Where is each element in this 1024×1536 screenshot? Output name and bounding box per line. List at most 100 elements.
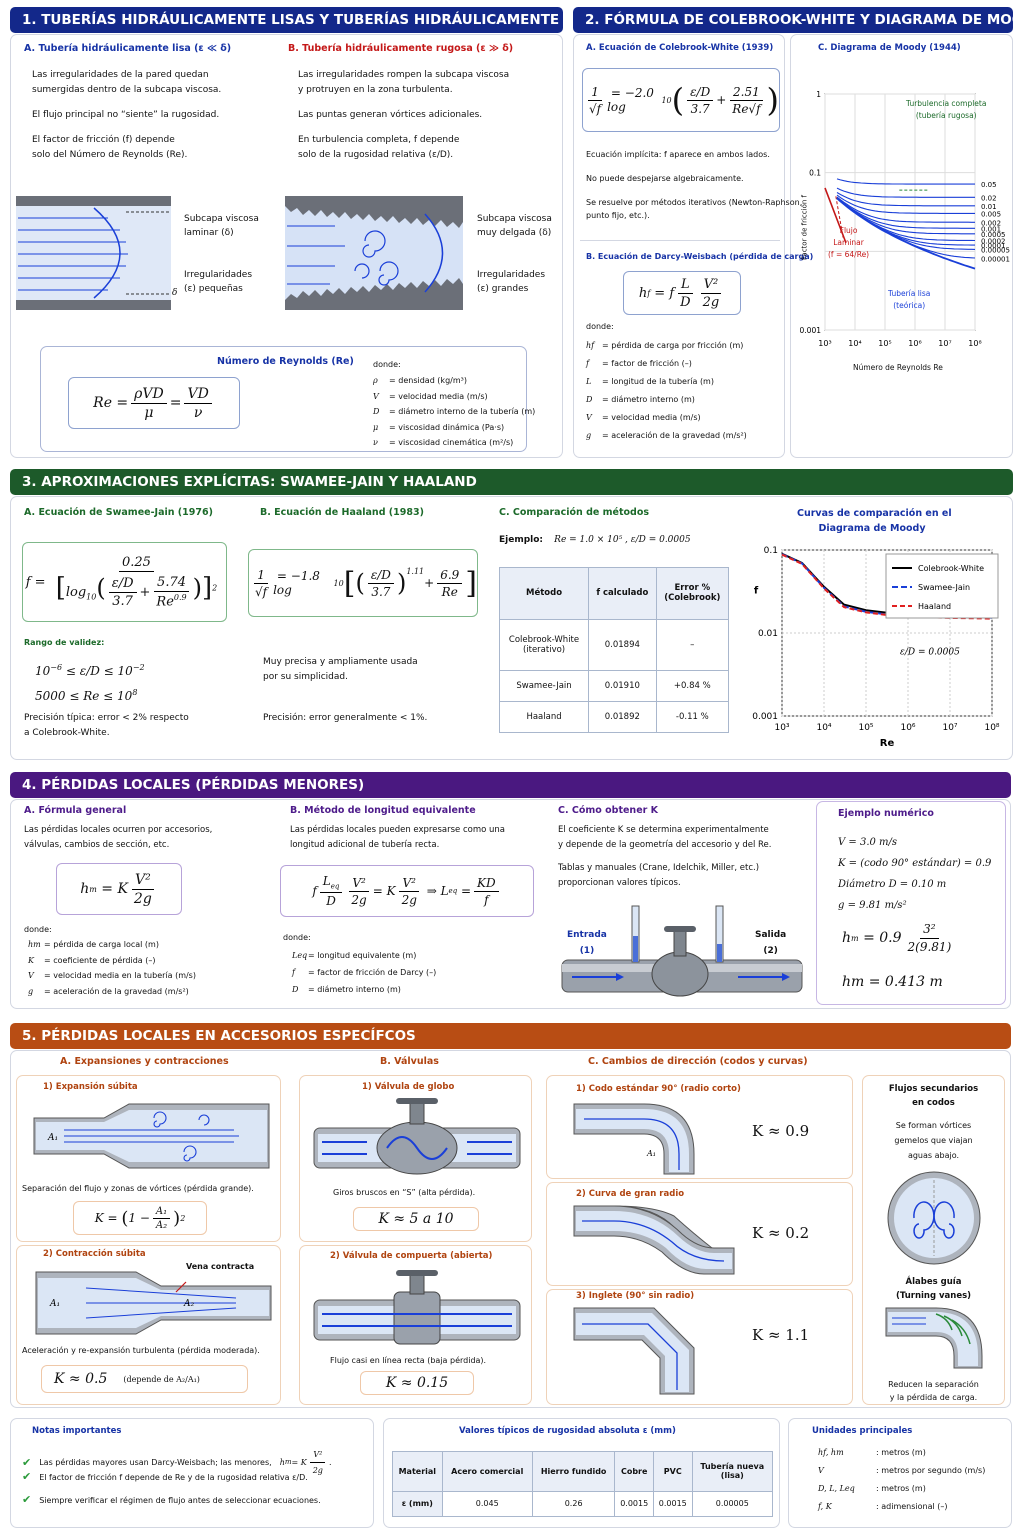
valve-pipe-illustration — [561, 905, 803, 997]
turning-vanes-title: Álabes guía (Turning vanes) — [895, 1277, 972, 1301]
s4-k-title: C. Cómo obtener K — [558, 805, 658, 816]
expansion-illustration: A₁ — [33, 1103, 270, 1169]
elbow-k: K ≈ 0.9 — [752, 1122, 810, 1140]
variable-desc: : metros (m) — [876, 1448, 926, 1457]
moody-x-tick: 10³ — [818, 339, 831, 348]
variable-desc: = diámetro interno (m) — [602, 395, 695, 404]
table-header-cell: Método — [498, 567, 590, 620]
chart-x-tick: 10⁴ — [816, 723, 831, 733]
elbow-title: 1) Codo estándar 90° (radio corto) — [576, 1084, 741, 1094]
darcy-title: B. Ecuación de Darcy-Weisbach (pérdida d… — [586, 252, 814, 261]
units-title: Unidades principales — [812, 1426, 913, 1436]
swamee-title: A. Ecuación de Swamee-Jain (1976) — [24, 507, 213, 518]
table-cell: 0.00005 — [691, 1490, 774, 1518]
moody-rough-curve — [836, 194, 975, 214]
variable-symbol: D — [292, 985, 299, 994]
variable-row: f = factor de fricción (–) — [586, 355, 747, 373]
variable-symbol: V — [818, 1466, 824, 1475]
reynolds-formula: Re = ρVD μ = VD ν — [68, 377, 240, 429]
swamee-precision: Precisión típica: error < 2% respecto a C… — [24, 713, 189, 738]
smooth-labels: Subcapa viscosa laminar (δ) Irregularidad… — [184, 214, 259, 294]
table-cell: 0.01892 — [588, 701, 657, 733]
moody-rel-rough-label: 0.001 — [981, 225, 1001, 233]
s5-b-title: B. Válvulas — [380, 1056, 439, 1067]
variable-row: hm = pérdida de carga local (m) — [28, 937, 196, 953]
variable-desc: = aceleración de la gravedad (m/s²) — [602, 431, 747, 440]
variable-row: f = factor de fricción de Darcy (–) — [292, 964, 436, 981]
note-1: ✔ Las pérdidas mayores usan Darcy-Weisbac… — [22, 1450, 332, 1475]
variable-symbol: f — [586, 359, 589, 368]
variable-symbol: hm — [28, 940, 41, 949]
long-bend-k: K ≈ 0.2 — [752, 1224, 810, 1242]
moody-rel-rough-label: 0.002 — [981, 219, 1001, 227]
variable-desc: = densidad (kg/m³) — [389, 376, 467, 385]
table-cell: – — [655, 618, 730, 672]
secondary-flow-title: Flujos secundarios en codos — [888, 1084, 979, 1108]
miter-illustration — [573, 1307, 695, 1395]
section-4-header: 4. PÉRDIDAS LOCALES (PÉRDIDAS MENORES) — [10, 772, 1011, 798]
table-cell: 0.0015 — [614, 1490, 654, 1518]
variable-symbol: K — [28, 955, 34, 965]
moody-rough-curve — [836, 197, 975, 235]
variable-symbol: μ — [373, 422, 379, 432]
variable-row: D, L, Leq: metros (m) — [818, 1480, 985, 1498]
svg-text:A₁: A₁ — [49, 1299, 60, 1309]
variable-row: V = velocidad media (m/s) — [586, 409, 747, 427]
chart-x-tick: 10⁷ — [942, 723, 957, 733]
variable-symbol: V — [586, 413, 592, 422]
numeric-example-panel — [816, 801, 1006, 1005]
variable-row: ν = viscosidad cinemática (m²/s) — [373, 435, 535, 451]
moody-transition-line — [835, 196, 844, 238]
moody-rel-rough-label: 0.01 — [981, 203, 997, 211]
variable-desc: = aceleración de la gravedad (m/s²) — [44, 986, 189, 996]
variable-symbol: V — [28, 971, 34, 980]
notes-title: Notas importantes — [32, 1426, 122, 1436]
chart-x-tick: 10⁶ — [900, 723, 915, 733]
variable-desc: = velocidad media en la tubería (m/s) — [44, 971, 196, 980]
numeric-example-values: V = 3.0 m/s K = (codo 90° estándar) = 0.9… — [838, 837, 992, 911]
svg-text:A₂: A₂ — [183, 1299, 194, 1309]
moody-rel-rough-label: 0.00005 — [981, 247, 1010, 255]
table-cell: ε (mm) — [392, 1490, 443, 1518]
variable-desc: = viscosidad cinemática (m²/s) — [389, 438, 514, 447]
chart-annotation: ε/D = 0.0005 — [900, 648, 960, 658]
globe-valve-title: 1) Válvula de globo — [362, 1082, 455, 1092]
colebrook-formula: 1 √f = −2.0 log 10 (ε/D 3.7 +2.51 Re√f) — [582, 68, 780, 132]
variable-desc: = pérdida de carga local (m) — [44, 940, 159, 949]
globe-valve-k: K ≈ 5 a 10 — [353, 1207, 479, 1231]
moody-y-tick: 0.001 — [800, 326, 822, 335]
note-3: ✔ Siempre verificar el régimen de flujo a… — [22, 1493, 321, 1506]
contraction-title: 2) Contracción súbita — [43, 1249, 146, 1259]
moody-diagram: 10³ 10⁴ 10⁵ 10⁶ 10⁷ 10⁸10.10.0010.050.020.010… — [800, 90, 1010, 348]
delta-label: δ — [172, 288, 178, 298]
rough-pipe-title: B. Tubería hidráulicamente rugosa (ε ≫ δ… — [288, 43, 514, 54]
moody-x-tick: 10⁷ — [938, 339, 951, 348]
variable-symbol: ρ — [373, 376, 378, 385]
s4-leq-title: B. Método de longitud equivalente — [290, 805, 476, 816]
miter-k: K ≈ 1.1 — [752, 1326, 810, 1344]
moody-rel-rough-label: 0.005 — [981, 210, 1001, 218]
chart-y-tick: 0.1 — [764, 546, 778, 556]
table-cell: Colebrook-White (iterativo) — [498, 618, 590, 672]
expansion-title: 1) Expansión súbita — [43, 1082, 138, 1092]
table-cell: -0.11 % — [655, 701, 730, 733]
table-row: ε (mm) 0.045 0.26 0.0015 0.0015 0.00005 — [392, 1490, 774, 1518]
s4-leq-text: Las pérdidas locales pueden expresarse c… — [290, 825, 506, 850]
moody-plot-area — [824, 93, 976, 331]
variable-desc: : adimensional (–) — [876, 1502, 948, 1511]
reynolds-donde: donde: — [373, 360, 401, 369]
table-row: Colebrook-White (iterativo) 0.01894– — [498, 618, 730, 672]
gate-valve-k: K ≈ 0.15 — [360, 1371, 474, 1395]
s4-general-title: A. Fórmula general — [24, 805, 127, 816]
variable-desc: = coeficiente de pérdida (–) — [44, 955, 156, 965]
variable-row: Leq= longitud equivalente (m) — [292, 947, 436, 964]
compare-example: Ejemplo: Re = 1.0 × 10⁵ , ε/D = 0.0005 — [499, 535, 691, 545]
chart-x-tick: 10⁸ — [984, 723, 999, 733]
variable-desc: = diámetro interno de la tubería (m) — [389, 407, 536, 416]
chart-y-tick: 0.001 — [752, 712, 778, 722]
chart-legend-label: Haaland — [918, 602, 951, 611]
units-panel — [788, 1418, 1012, 1528]
units-list: hf, hm: metros (m) V: metros por segundo … — [818, 1444, 985, 1516]
chart-y-label: f — [754, 585, 759, 596]
